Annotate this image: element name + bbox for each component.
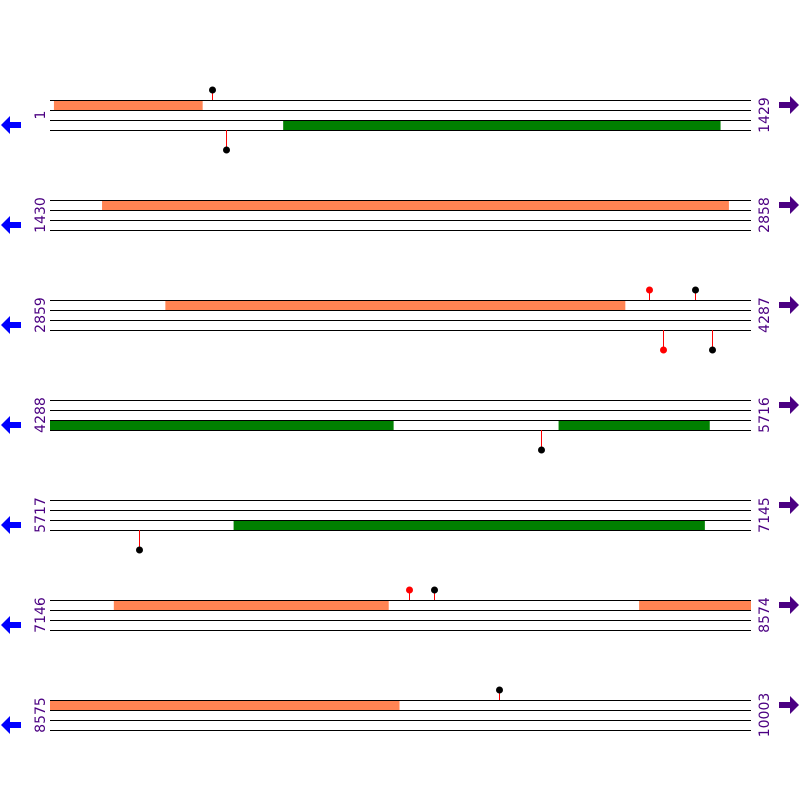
- arrow-right-icon[interactable]: [779, 96, 799, 114]
- site-marker: [660, 346, 667, 354]
- row-end-label: 2858: [757, 197, 773, 233]
- arrow-left-icon[interactable]: [1, 616, 21, 634]
- row-start-label: 4288: [33, 397, 49, 433]
- site-marker: [646, 286, 653, 294]
- arrow-right-icon[interactable]: [779, 396, 799, 414]
- site-marker: [538, 446, 545, 454]
- site-marker: [692, 286, 699, 294]
- arrow-right-icon[interactable]: [779, 596, 799, 614]
- site-marker: [431, 586, 438, 594]
- row-end-label: 8574: [757, 597, 773, 633]
- row-start-label: 1430: [33, 197, 49, 233]
- forward-feature-bar: [165, 301, 626, 310]
- forward-feature-bar: [113, 601, 389, 610]
- site-marker: [209, 86, 216, 94]
- forward-feature-bar: [50, 701, 400, 710]
- reverse-feature-bar: [50, 421, 394, 430]
- row-start-label: 8575: [33, 697, 49, 733]
- arrow-left-icon[interactable]: [1, 116, 21, 134]
- forward-feature-bar: [639, 601, 751, 610]
- forward-feature-bar: [53, 101, 203, 110]
- site-marker: [406, 586, 413, 594]
- row-end-label: 7145: [757, 497, 773, 533]
- row-end-label: 4287: [757, 297, 773, 333]
- arrow-left-icon[interactable]: [1, 516, 21, 534]
- row-start-label: 5717: [33, 497, 49, 533]
- site-marker: [136, 546, 143, 554]
- arrow-left-icon[interactable]: [1, 716, 21, 734]
- reverse-feature-bar: [283, 121, 721, 130]
- reverse-feature-bar: [558, 421, 710, 430]
- site-marker: [223, 146, 230, 154]
- row-end-label: 1429: [757, 97, 773, 133]
- row-end-label: 10003: [757, 693, 773, 738]
- reverse-feature-bar: [233, 521, 705, 530]
- site-marker: [496, 686, 503, 694]
- arrow-right-icon[interactable]: [779, 196, 799, 214]
- arrow-left-icon[interactable]: [1, 416, 21, 434]
- row-start-label: 7146: [33, 597, 49, 633]
- row-start-label: 2859: [33, 297, 49, 333]
- arrow-left-icon[interactable]: [1, 216, 21, 234]
- arrow-right-icon[interactable]: [779, 296, 799, 314]
- arrow-right-icon[interactable]: [779, 496, 799, 514]
- row-end-label: 5716: [757, 397, 773, 433]
- row-start-label: 1: [33, 111, 49, 120]
- arrow-left-icon[interactable]: [1, 316, 21, 334]
- forward-feature-bar: [102, 201, 729, 210]
- arrow-right-icon[interactable]: [779, 696, 799, 714]
- site-marker: [709, 346, 716, 354]
